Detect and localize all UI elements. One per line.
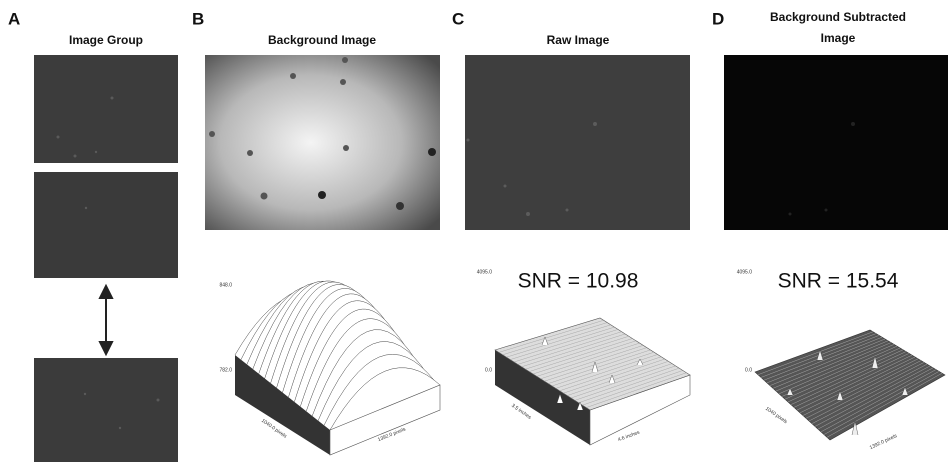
panel-label: C <box>452 9 464 28</box>
figure: A Image Group B Background Image 848.0 7… <box>0 0 948 464</box>
axis-label: 0.0 <box>745 367 752 373</box>
axis-label: 0.0 <box>485 367 492 373</box>
image <box>34 358 178 462</box>
panel-title: Raw Image <box>547 33 610 47</box>
axis-label: 4095.0 <box>737 269 753 275</box>
axis-label: 848.0 <box>219 282 232 288</box>
axis-label: 1392.0 pixels <box>869 433 899 451</box>
image <box>34 55 178 163</box>
panel-title: Image <box>821 31 856 45</box>
panel-title: Image Group <box>69 33 143 47</box>
snr-label: SNR = 10.98 <box>518 270 639 293</box>
axis-label: 1040 pixels <box>764 406 789 426</box>
image <box>724 55 948 230</box>
axis-label: 4.6 inches <box>617 430 641 444</box>
image <box>205 55 440 230</box>
panel-label: D <box>712 9 724 28</box>
panel-title: Background Image <box>268 33 376 47</box>
arrow <box>100 286 112 354</box>
panel-label: A <box>8 9 20 28</box>
snr-label: SNR = 15.54 <box>778 270 899 293</box>
axis-label: 4095.0 <box>477 269 493 275</box>
axis-label: 782.0 <box>219 367 232 373</box>
surface-plot <box>235 281 440 455</box>
image <box>34 172 178 278</box>
image <box>465 55 690 230</box>
surface-plot <box>495 318 690 445</box>
panel-label: B <box>192 9 204 28</box>
panel-title: Background Subtracted <box>770 10 906 24</box>
